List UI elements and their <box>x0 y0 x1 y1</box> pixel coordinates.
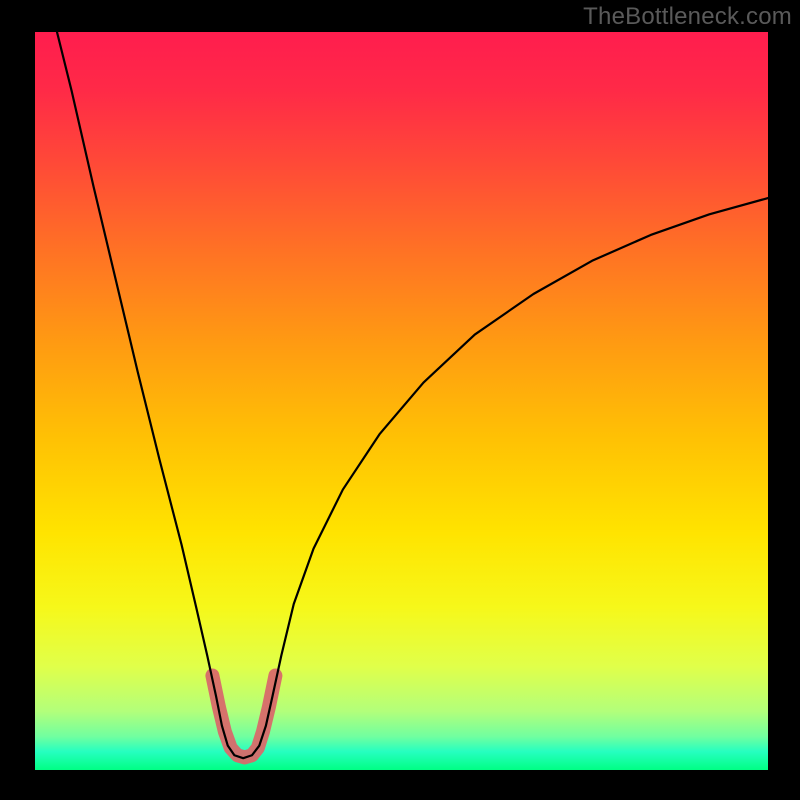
page-root: { "watermark": { "text": "TheBottleneck.… <box>0 0 800 800</box>
bottleneck-curve-path <box>57 32 768 758</box>
bottleneck-curve-svg <box>35 32 768 770</box>
bottom-marker-path <box>212 676 275 758</box>
plot-area <box>35 32 768 770</box>
watermark-text: TheBottleneck.com <box>583 3 792 31</box>
